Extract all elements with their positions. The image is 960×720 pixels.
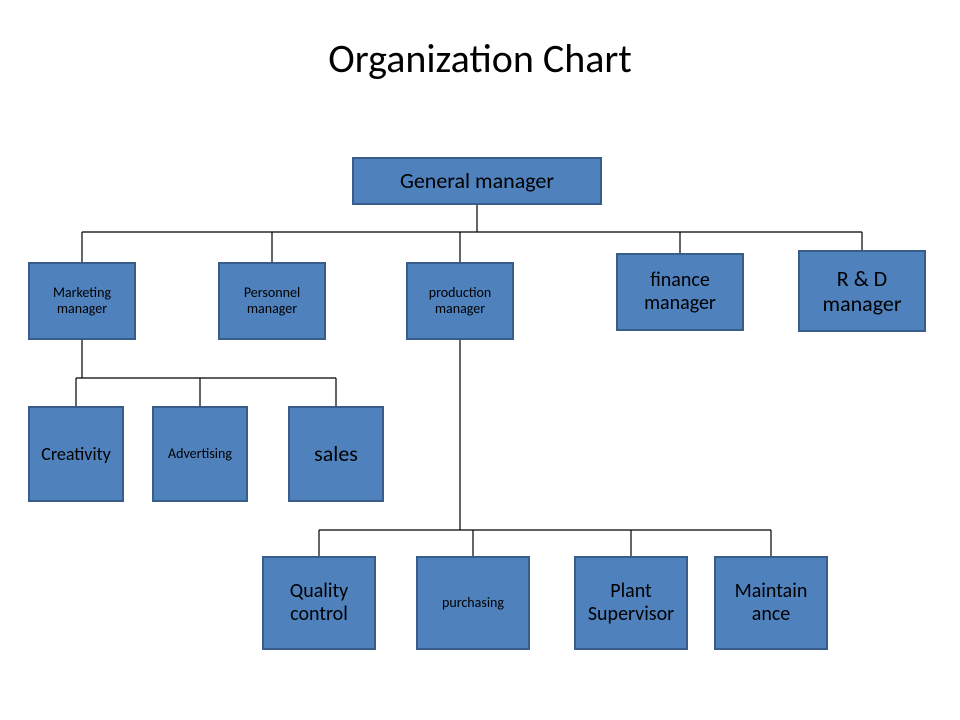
node-maintain: Maintainance <box>714 556 828 650</box>
chart-title: Organization Chart <box>0 34 960 83</box>
org-chart-stage: Organization Chart General manager Market… <box>0 0 960 720</box>
node-sales: sales <box>288 406 384 502</box>
node-advertising: Advertising <box>152 406 248 502</box>
node-gm: General manager <box>352 157 602 205</box>
node-plant: PlantSupervisor <box>574 556 688 650</box>
node-production: productionmanager <box>406 262 514 340</box>
node-marketing: Marketingmanager <box>28 262 136 340</box>
node-quality: Qualitycontrol <box>262 556 376 650</box>
node-purchasing: purchasing <box>416 556 530 650</box>
node-rd: R & Dmanager <box>798 250 926 332</box>
node-finance: financemanager <box>616 253 744 331</box>
node-creativity: Creativity <box>28 406 124 502</box>
node-personnel: Personnelmanager <box>218 262 326 340</box>
